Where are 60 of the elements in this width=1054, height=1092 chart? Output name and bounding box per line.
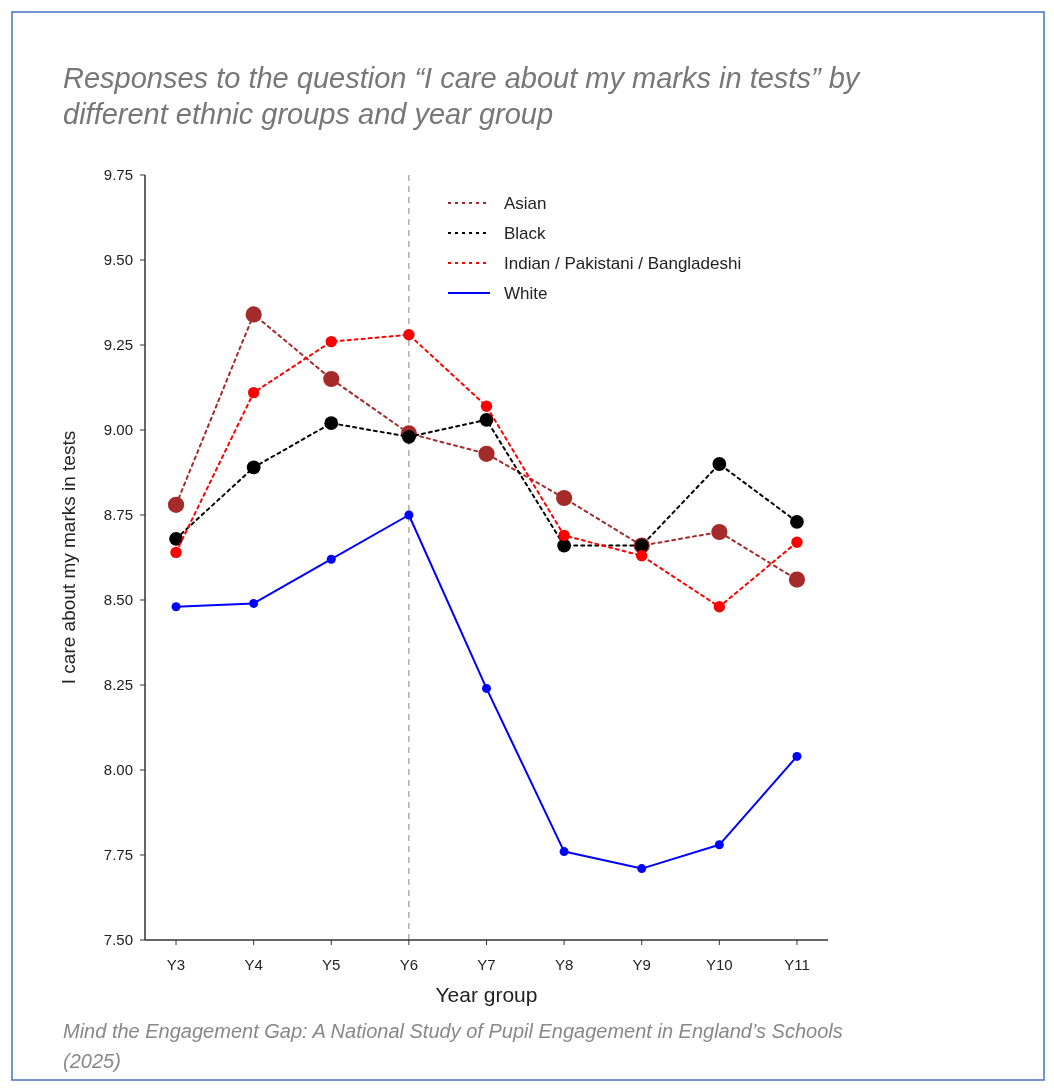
- point: [711, 523, 728, 541]
- legend-label: Asian: [504, 193, 547, 213]
- point: [171, 602, 181, 612]
- point: [479, 412, 494, 427]
- point: [246, 460, 261, 475]
- point: [167, 496, 185, 513]
- x-tick-label: Y7: [477, 956, 496, 973]
- point: [713, 601, 726, 613]
- text: Mind the Engagement Gap: A National Study of Pupil Engagement in England’s Schools (2025): [63, 1020, 843, 1072]
- y-tick-label: 7.50: [103, 931, 133, 949]
- y-tick-label: 7.75: [103, 846, 133, 864]
- chart-title: Responses to the question “I care about my marks in tests” by different ethnic groups and year group: [63, 62, 861, 130]
- x-tick-label: Y8: [554, 956, 574, 973]
- point: [790, 514, 804, 529]
- point: [247, 386, 260, 399]
- x-tick-label: Y6: [399, 956, 419, 973]
- point: [559, 847, 569, 857]
- y-axis-title: I care about my marks in tests: [58, 430, 79, 685]
- y-tick-label: 9.75: [103, 166, 133, 184]
- point: [714, 840, 724, 850]
- point: [401, 429, 416, 444]
- point: [788, 571, 806, 588]
- point: [791, 536, 803, 548]
- point: [482, 683, 491, 693]
- point: [324, 416, 339, 431]
- legend-label: Indian / Pakistani / Bangladeshi: [504, 253, 742, 273]
- point: [712, 457, 727, 471]
- y-tick-label: 9.50: [103, 251, 133, 269]
- y-tick-label: 9.25: [103, 336, 133, 354]
- point: [403, 329, 415, 341]
- x-tick-label: Y10: [705, 956, 733, 973]
- point: [637, 864, 647, 874]
- y-tick-label: 8.50: [103, 591, 133, 609]
- point: [326, 554, 336, 564]
- point: [558, 529, 570, 542]
- legend-label: White: [504, 283, 548, 303]
- y-tick-label: 8.00: [103, 761, 133, 779]
- point: [249, 598, 259, 608]
- y-tick-label: 9.00: [103, 421, 133, 439]
- point: [478, 445, 495, 462]
- x-tick-label: Y3: [166, 956, 186, 973]
- point: [170, 546, 182, 559]
- x-tick-label: Y9: [632, 956, 651, 973]
- x-tick-label: Y4: [244, 956, 263, 973]
- x-axis-title: Year group: [435, 983, 538, 1006]
- y-tick-label: 8.75: [103, 506, 133, 524]
- point: [557, 538, 572, 553]
- x-tick-label: Y11: [784, 956, 810, 973]
- point: [556, 489, 573, 507]
- point: [404, 510, 414, 520]
- point: [480, 400, 493, 412]
- point: [325, 335, 337, 348]
- point: [245, 306, 262, 323]
- point: [792, 751, 802, 761]
- legend-label: Black: [504, 223, 547, 243]
- point: [323, 370, 340, 388]
- point: [636, 550, 648, 562]
- y-tick-label: 8.25: [103, 676, 133, 694]
- point: [169, 531, 183, 546]
- x-tick-label: Y5: [322, 956, 341, 973]
